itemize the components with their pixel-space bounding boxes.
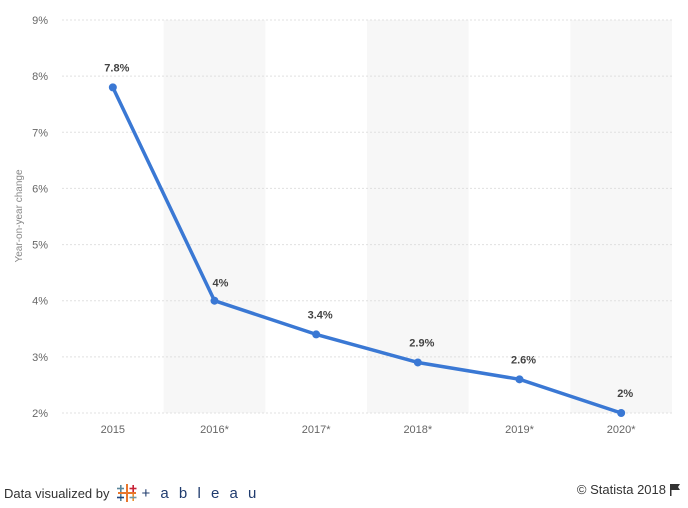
series-points bbox=[108, 83, 626, 417]
x-tick-label: 2017* bbox=[302, 424, 331, 436]
data-point bbox=[413, 358, 422, 367]
y-tick-label: 9% bbox=[32, 15, 48, 27]
data-label: 3.4% bbox=[308, 309, 333, 321]
column-band bbox=[163, 20, 266, 413]
data-label: 7.8% bbox=[104, 62, 129, 74]
statista-copyright[interactable]: © Statista 2018 bbox=[577, 482, 680, 497]
x-tick-label: 2015 bbox=[101, 424, 125, 436]
y-tick-label: 8% bbox=[32, 71, 48, 83]
y-tick-label: 6% bbox=[32, 183, 48, 195]
horizontal-gridlines bbox=[62, 19, 672, 414]
y-tick-label: 2% bbox=[32, 408, 48, 420]
y-axis-tick-labels: 2% 3% 4% 5% 6% 7% 8% 9% bbox=[32, 15, 48, 420]
visualized-by-text: Data visualized by bbox=[4, 485, 110, 501]
line-chart: 2% 3% 4% 5% 6% 7% 8% 9% 2015 2016* 2017* 2018* 2019… bbox=[14, 15, 672, 436]
flag-icon bbox=[670, 483, 680, 496]
tableau-wordmark: + a b l e a u bbox=[141, 484, 260, 502]
y-tick-label: 4% bbox=[32, 296, 48, 308]
data-point bbox=[108, 83, 117, 92]
y-axis-label: Year-on-year change bbox=[14, 169, 25, 262]
x-tick-label: 2016* bbox=[200, 424, 229, 436]
data-point bbox=[312, 330, 321, 339]
series-line bbox=[111, 85, 623, 415]
column-band bbox=[367, 20, 469, 413]
data-label: 2.9% bbox=[409, 337, 434, 349]
x-tick-label: 2018* bbox=[403, 424, 432, 436]
column-band bbox=[570, 20, 672, 413]
tableau-cross-icon bbox=[116, 484, 136, 502]
alternating-column-bands bbox=[163, 20, 672, 413]
x-tick-label: 2019* bbox=[505, 424, 534, 436]
y-tick-label: 7% bbox=[32, 127, 48, 139]
copyright-text: © Statista 2018 bbox=[576, 482, 666, 497]
tableau-credit[interactable]: Data visualized by + a b l e a u bbox=[4, 482, 259, 504]
data-label: 4% bbox=[213, 278, 229, 290]
x-tick-label: 2020* bbox=[607, 424, 636, 436]
y-tick-label: 5% bbox=[32, 240, 48, 252]
data-label: 2% bbox=[617, 388, 633, 400]
y-tick-label: 3% bbox=[32, 352, 48, 364]
data-label: 2.6% bbox=[511, 354, 536, 366]
x-axis-tick-labels: 2015 2016* 2017* 2018* 2019* 2020* bbox=[101, 424, 637, 436]
data-labels: 7.8% 4% 3.4% 2.9% 2.6% 2% bbox=[104, 62, 633, 400]
data-point bbox=[515, 375, 524, 384]
data-point bbox=[210, 296, 219, 305]
data-point bbox=[617, 409, 626, 417]
